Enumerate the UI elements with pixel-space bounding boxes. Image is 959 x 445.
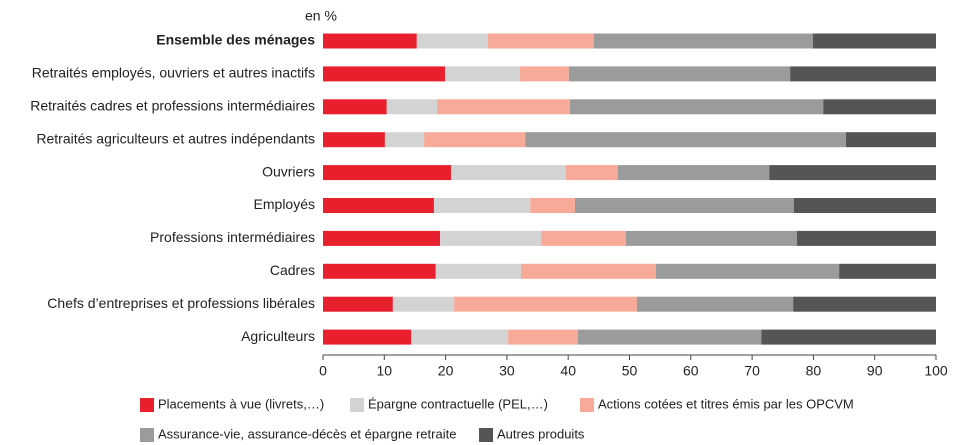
x-tick-label: 40 <box>560 363 576 379</box>
category-label: Chefs d’entreprises et professions libér… <box>47 295 315 311</box>
bar-segment <box>433 198 531 213</box>
category-label: Cadres <box>270 262 315 278</box>
bar-segment <box>435 263 521 279</box>
bar-segment <box>793 296 936 312</box>
x-tick-label: 50 <box>622 363 638 379</box>
bar-segment <box>812 33 936 49</box>
bar-segment <box>444 66 520 82</box>
bar-segment <box>570 99 824 115</box>
bar-segment <box>411 329 509 345</box>
bar-segment <box>823 99 936 115</box>
bar-segment <box>323 230 441 246</box>
bar-segment <box>530 198 575 213</box>
legend-label: Assurance-vie, assurance-décès et épargn… <box>158 426 456 441</box>
category-label: Ouvriers <box>262 163 315 179</box>
x-tick-label: 70 <box>744 363 760 379</box>
bar-segment <box>508 329 579 345</box>
bar-segment <box>451 165 566 181</box>
bar-segment <box>578 329 762 345</box>
x-tick-label: 20 <box>438 363 454 379</box>
bar-segment <box>525 132 846 148</box>
bar-segment <box>625 230 797 246</box>
bar-segment <box>323 296 393 312</box>
legend-swatch <box>479 428 493 442</box>
x-tick-label: 80 <box>806 363 822 379</box>
x-tick-label: 0 <box>319 363 327 379</box>
bar-segment <box>839 263 936 279</box>
bar-segment <box>519 66 569 82</box>
bar-segment <box>655 263 840 279</box>
legend-label: Actions cotées et titres émis par les OP… <box>598 396 854 411</box>
legend-label: Épargne contractuelle (PEL,…) <box>368 396 548 411</box>
bar-segment <box>617 165 770 181</box>
bar-segment <box>323 99 387 115</box>
category-label: Retraités agriculteurs et autres indépen… <box>36 130 315 146</box>
legend-swatch <box>580 398 594 412</box>
category-label: Ensemble des ménages <box>156 32 315 48</box>
bar-segment <box>323 263 436 279</box>
x-tick-label: 100 <box>924 363 948 379</box>
bar-segment <box>790 66 936 82</box>
bar-segment <box>761 329 936 345</box>
category-label: Retraités employés, ouvriers et autres i… <box>32 65 315 81</box>
unit-label: en % <box>305 8 337 24</box>
bar-segment <box>384 132 425 148</box>
bar-segment <box>416 33 488 49</box>
bar-segment <box>323 165 452 181</box>
bar-segment <box>487 33 594 49</box>
bar-segment <box>541 230 626 246</box>
bar-segment <box>437 99 571 115</box>
bar-segment <box>323 33 417 49</box>
legend-label: Placements à vue (livrets,…) <box>158 396 324 411</box>
bar-segment <box>440 230 542 246</box>
bar-segment <box>769 165 936 181</box>
legend-swatch <box>140 428 154 442</box>
bar-segment <box>386 99 438 115</box>
category-label: Professions intermédiaires <box>150 229 315 245</box>
legend-label: Autres produits <box>497 426 585 441</box>
x-tick-label: 60 <box>683 363 699 379</box>
bar-segment <box>323 329 412 345</box>
legend-swatch <box>350 398 364 412</box>
bar-segment <box>424 132 526 148</box>
bar-segment <box>845 132 936 148</box>
x-tick-label: 10 <box>377 363 393 379</box>
bar-segment <box>565 165 618 181</box>
category-label: Employés <box>254 196 315 212</box>
bar-segment <box>323 198 434 213</box>
bar-segment <box>323 66 445 82</box>
x-tick-label: 30 <box>499 363 515 379</box>
bar-segment <box>593 33 813 49</box>
category-label: Retraités cadres et professions interméd… <box>30 98 315 114</box>
bar-segment <box>568 66 791 82</box>
bar-segment <box>636 296 794 312</box>
x-tick-label: 90 <box>867 363 883 379</box>
bar-segment <box>796 230 936 246</box>
bar-segment <box>793 198 936 213</box>
bar-segment <box>323 132 385 148</box>
bar-segment <box>454 296 637 312</box>
legend-swatch <box>140 398 154 412</box>
bar-segment <box>574 198 794 213</box>
bar-segment <box>392 296 455 312</box>
category-label: Agriculteurs <box>241 328 315 344</box>
bar-segment <box>520 263 656 279</box>
